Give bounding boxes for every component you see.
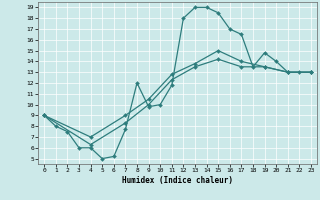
X-axis label: Humidex (Indice chaleur): Humidex (Indice chaleur) <box>122 176 233 185</box>
